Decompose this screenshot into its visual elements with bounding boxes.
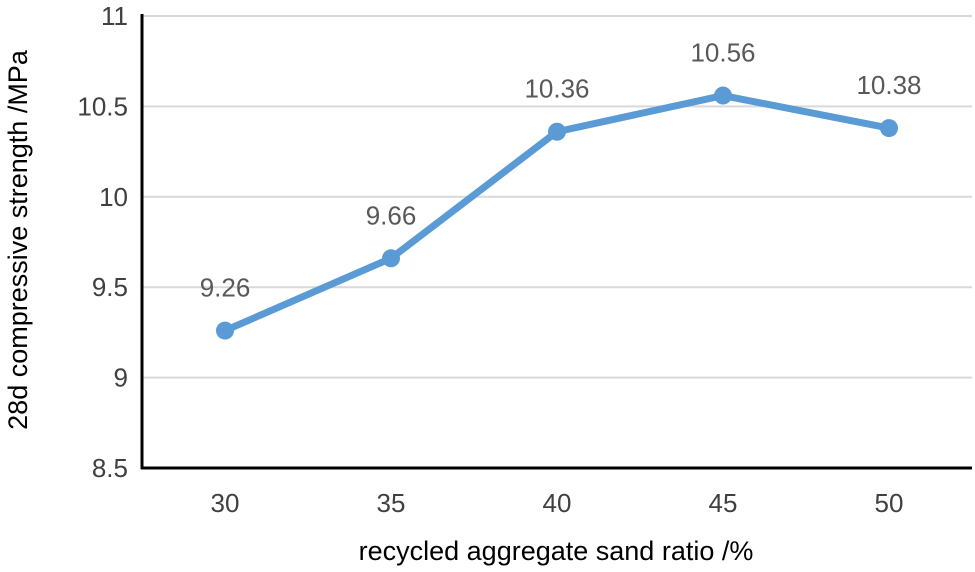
data-label: 9.26 bbox=[200, 273, 251, 303]
x-tick-labels: 30 35 40 45 50 bbox=[211, 488, 904, 518]
axes bbox=[140, 14, 972, 470]
data-label: 10.56 bbox=[690, 38, 755, 68]
y-tick-label: 10.5 bbox=[77, 91, 128, 121]
x-tick-label: 30 bbox=[211, 488, 240, 518]
data-point bbox=[548, 122, 566, 141]
y-tick-label: 10 bbox=[99, 182, 128, 212]
x-tick-label: 35 bbox=[377, 488, 406, 518]
x-tick-label: 40 bbox=[543, 488, 572, 518]
x-tick-label: 45 bbox=[709, 488, 738, 518]
y-tick-label: 9 bbox=[114, 363, 128, 393]
x-tick-label: 50 bbox=[875, 488, 904, 518]
data-labels: 9.26 9.66 10.36 10.56 10.38 bbox=[200, 38, 922, 303]
y-tick-label: 8.5 bbox=[92, 453, 128, 483]
data-label: 9.66 bbox=[366, 200, 417, 230]
y-axis-title: 28d compressive strength /MPa bbox=[3, 49, 33, 430]
data-label: 10.38 bbox=[856, 70, 921, 100]
data-label: 10.36 bbox=[524, 74, 589, 104]
data-point bbox=[216, 321, 234, 340]
data-points bbox=[216, 86, 898, 340]
y-tick-label: 11 bbox=[101, 1, 128, 31]
data-point bbox=[714, 86, 732, 105]
y-tick-labels: 8.5 9 9.5 10 10.5 11 bbox=[77, 1, 128, 483]
data-point bbox=[880, 119, 898, 138]
x-axis-title: recycled aggregate sand ratio /% bbox=[359, 536, 754, 566]
gridlines bbox=[142, 15, 972, 379]
y-tick-label: 9.5 bbox=[92, 272, 128, 302]
data-point bbox=[382, 249, 400, 268]
